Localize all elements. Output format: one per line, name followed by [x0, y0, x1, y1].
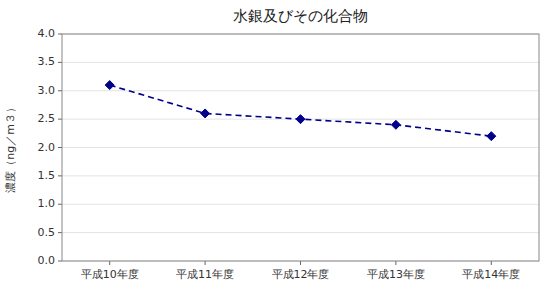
- y-tick: [58, 62, 62, 63]
- x-tick-label: 平成14年度: [462, 268, 520, 281]
- y-tick: [58, 232, 62, 233]
- y-tick: [58, 261, 62, 262]
- data-point: [487, 132, 496, 141]
- grid-line: [62, 147, 539, 148]
- y-tick-label: 2.5: [38, 112, 56, 125]
- y-tick-label: 4.0: [38, 27, 56, 40]
- data-line: [110, 85, 492, 136]
- x-tick-label: 平成13年度: [367, 268, 425, 281]
- y-tick-label: 3.0: [38, 84, 56, 97]
- y-tick: [58, 204, 62, 205]
- y-tick: [58, 175, 62, 176]
- chart-title: 水銀及びその化合物: [233, 7, 368, 25]
- y-tick-label: 0.5: [38, 226, 56, 239]
- chart-container: 0.0 0.5 1.0 1.5 2.0 2.5 3.0 3.5 4.0 平成10年度 平成11年度 平…: [0, 0, 553, 291]
- x-tick: [109, 261, 110, 265]
- data-point: [391, 120, 400, 129]
- x-tick: [300, 261, 301, 265]
- y-tick-label: 2.0: [38, 141, 56, 154]
- y-tick: [58, 90, 62, 91]
- y-tick-label: 0.0: [38, 254, 56, 267]
- x-tick: [395, 261, 396, 265]
- x-tick-label: 平成10年度: [81, 268, 139, 281]
- y-tick-label: 1.0: [38, 197, 56, 210]
- plot-frame: [62, 34, 539, 261]
- axes: 0.0 0.5 1.0 1.5 2.0 2.5 3.0 3.5 4.0 平成10年度 平成11年度 平…: [38, 27, 540, 281]
- grid-line: [62, 232, 539, 233]
- series: [105, 81, 496, 141]
- x-tick: [491, 261, 492, 265]
- x-tick-label: 平成12年度: [272, 268, 330, 281]
- y-tick: [58, 147, 62, 148]
- x-tick: [205, 261, 206, 265]
- data-point: [105, 81, 114, 90]
- data-point: [296, 115, 305, 124]
- grid-line: [62, 204, 539, 205]
- grid: [62, 34, 539, 261]
- y-axis-label: 濃度（ng／m３）: [4, 102, 17, 193]
- y-tick-label: 3.5: [38, 55, 56, 68]
- data-point: [201, 109, 210, 118]
- grid-line: [62, 62, 539, 63]
- grid-line: [62, 175, 539, 176]
- chart-svg: 0.0 0.5 1.0 1.5 2.0 2.5 3.0 3.5 4.0 平成10年度 平成11年度 平…: [0, 0, 553, 291]
- x-tick-label: 平成11年度: [176, 268, 234, 281]
- y-tick-label: 1.5: [38, 169, 56, 182]
- grid-line: [62, 90, 539, 91]
- y-tick: [58, 119, 62, 120]
- y-tick: [58, 34, 62, 35]
